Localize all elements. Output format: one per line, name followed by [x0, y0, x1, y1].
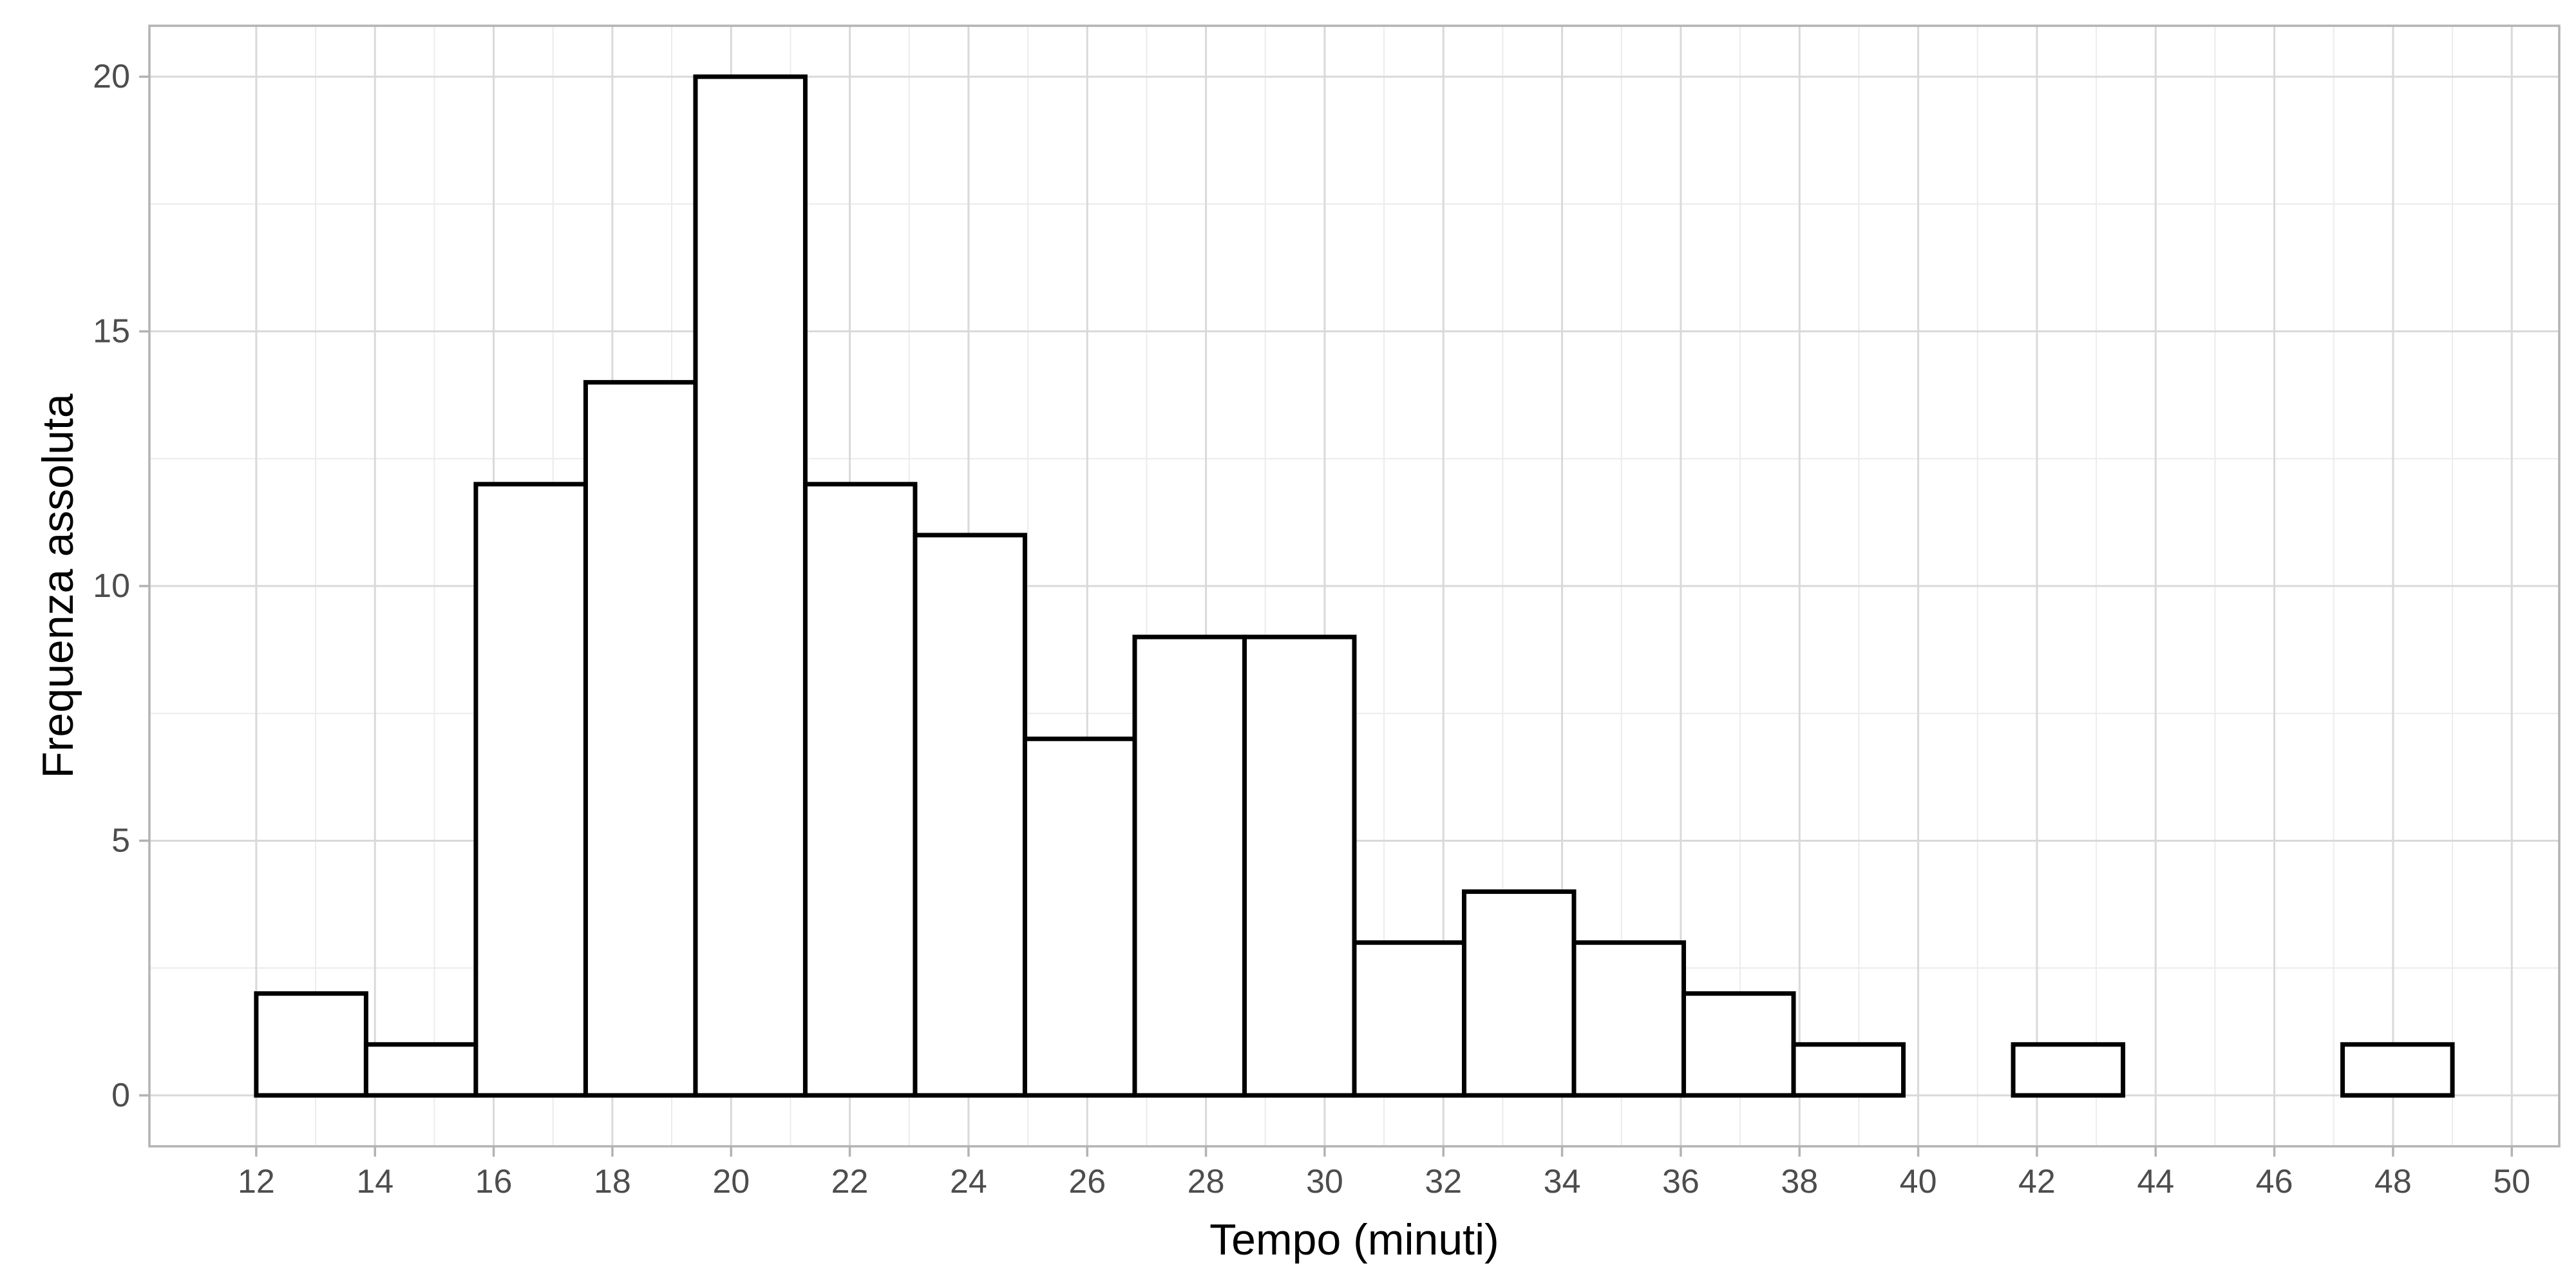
- histogram-bar: [473, 482, 588, 1098]
- histogram-bar: [802, 482, 918, 1098]
- x-tick-label: 18: [594, 1163, 631, 1200]
- bars: [254, 74, 2455, 1098]
- x-tick-label: 50: [2493, 1163, 2530, 1200]
- x-tick-label: 16: [475, 1163, 513, 1200]
- y-axis: 0 5 10 15 20: [93, 58, 149, 1114]
- histogram-bar: [693, 74, 808, 1098]
- x-tick-label: 20: [712, 1163, 750, 1200]
- x-tick-label: 48: [2374, 1163, 2412, 1200]
- y-tick-label: 10: [93, 567, 130, 605]
- x-tick-label: 28: [1188, 1163, 1225, 1200]
- x-tick-label: 24: [950, 1163, 987, 1200]
- histogram-bar: [1352, 940, 1467, 1098]
- x-tick-label: 12: [238, 1163, 275, 1200]
- x-tick-label: 26: [1068, 1163, 1106, 1200]
- x-tick-label: 36: [1662, 1163, 1700, 1200]
- x-tick-label: 14: [356, 1163, 393, 1200]
- histogram-bar: [1242, 634, 1357, 1098]
- histogram-bar: [1791, 1042, 1906, 1098]
- x-tick-label: 32: [1425, 1163, 1462, 1200]
- histogram-bar: [1022, 736, 1137, 1098]
- histogram-bar: [913, 533, 1027, 1098]
- x-tick-label: 40: [1900, 1163, 1937, 1200]
- histogram-bar: [254, 991, 368, 1098]
- histogram-bar: [2340, 1042, 2455, 1098]
- y-tick-label: 5: [111, 822, 130, 859]
- y-tick-label: 0: [111, 1077, 130, 1114]
- x-axis-title: Tempo (minuti): [1209, 1215, 1499, 1264]
- x-tick-label: 38: [1781, 1163, 1818, 1200]
- y-tick-label: 15: [93, 313, 130, 350]
- x-tick-label: 44: [2137, 1163, 2174, 1200]
- histogram-bar: [1571, 940, 1687, 1098]
- histogram-bar: [363, 1042, 478, 1098]
- y-axis-title: Frequenza assoluta: [33, 393, 82, 778]
- histogram-bar: [2011, 1042, 2126, 1098]
- histogram-bar: [1462, 889, 1577, 1098]
- x-tick-label: 34: [1544, 1163, 1581, 1200]
- x-tick-label: 46: [2256, 1163, 2293, 1200]
- grid: [149, 26, 2559, 1146]
- x-tick-label: 30: [1306, 1163, 1343, 1200]
- x-tick-label: 42: [2018, 1163, 2056, 1200]
- x-tick-label: 22: [831, 1163, 869, 1200]
- histogram-bar: [1132, 634, 1247, 1098]
- y-tick-label: 20: [93, 58, 130, 95]
- histogram-bar: [1681, 991, 1796, 1098]
- histogram-bar: [583, 380, 698, 1098]
- x-axis: 12 14 16 18 20 22 24 26 28 30 32 34 36 38 40 42 44 46 48 50: [238, 1146, 2530, 1200]
